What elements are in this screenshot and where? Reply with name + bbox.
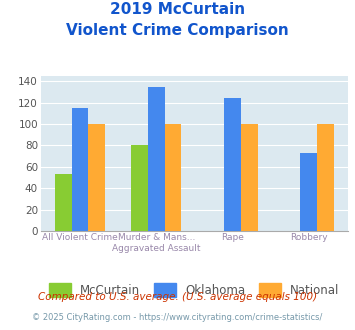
- Text: 2019 McCurtain: 2019 McCurtain: [110, 2, 245, 16]
- Text: All Violent Crime: All Violent Crime: [42, 233, 118, 242]
- Text: Aggravated Assault: Aggravated Assault: [112, 244, 201, 253]
- Bar: [88, 124, 105, 231]
- Text: Compared to U.S. average. (U.S. average equals 100): Compared to U.S. average. (U.S. average …: [38, 292, 317, 302]
- Text: Rape: Rape: [221, 233, 244, 242]
- Bar: [131, 146, 148, 231]
- Bar: [148, 86, 165, 231]
- Bar: [55, 174, 72, 231]
- Bar: [72, 108, 88, 231]
- Bar: [224, 98, 241, 231]
- Legend: McCurtain, Oklahoma, National: McCurtain, Oklahoma, National: [49, 283, 339, 297]
- Text: Robbery: Robbery: [290, 233, 328, 242]
- Text: Murder & Mans...: Murder & Mans...: [118, 233, 195, 242]
- Bar: [165, 124, 181, 231]
- Text: © 2025 CityRating.com - https://www.cityrating.com/crime-statistics/: © 2025 CityRating.com - https://www.city…: [32, 314, 323, 322]
- Bar: [241, 124, 258, 231]
- Text: Violent Crime Comparison: Violent Crime Comparison: [66, 23, 289, 38]
- Bar: [300, 153, 317, 231]
- Bar: [317, 124, 334, 231]
